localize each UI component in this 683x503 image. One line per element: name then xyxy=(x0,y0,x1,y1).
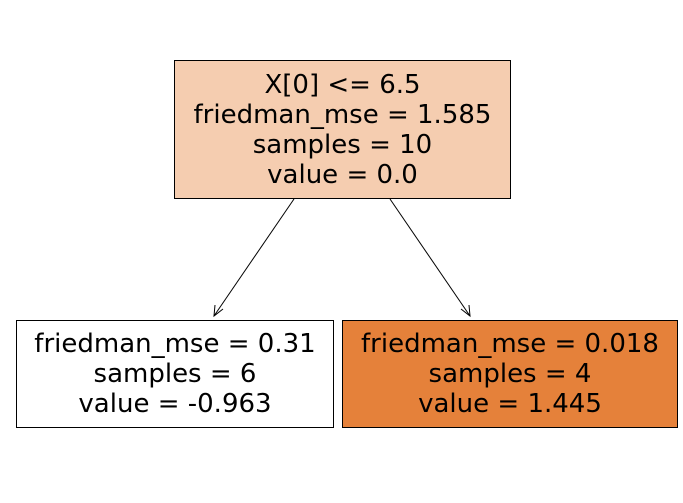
tree-node-root: X[0] <= 6.5 friedman_mse = 1.585 samples… xyxy=(174,60,511,199)
edge-root-to-right xyxy=(389,198,471,318)
left-friedman-mse: friedman_mse = 0.31 xyxy=(34,329,316,359)
tree-node-left-leaf: friedman_mse = 0.31 samples = 6 value = … xyxy=(16,320,334,428)
root-split-rule: X[0] <= 6.5 xyxy=(264,69,421,100)
arrowhead-right-icon xyxy=(460,304,471,318)
edge-root-to-left xyxy=(213,198,295,318)
right-samples: samples = 4 xyxy=(428,359,592,389)
right-friedman-mse: friedman_mse = 0.018 xyxy=(361,329,659,359)
root-friedman-mse: friedman_mse = 1.585 xyxy=(193,99,492,130)
left-value: value = -0.963 xyxy=(78,389,272,419)
root-value: value = 0.0 xyxy=(267,159,418,190)
arrowhead-left-icon xyxy=(213,304,224,318)
root-samples: samples = 10 xyxy=(252,129,433,160)
tree-node-right-leaf: friedman_mse = 0.018 samples = 4 value =… xyxy=(342,320,678,428)
left-samples: samples = 6 xyxy=(93,359,257,389)
right-value: value = 1.445 xyxy=(418,389,602,419)
